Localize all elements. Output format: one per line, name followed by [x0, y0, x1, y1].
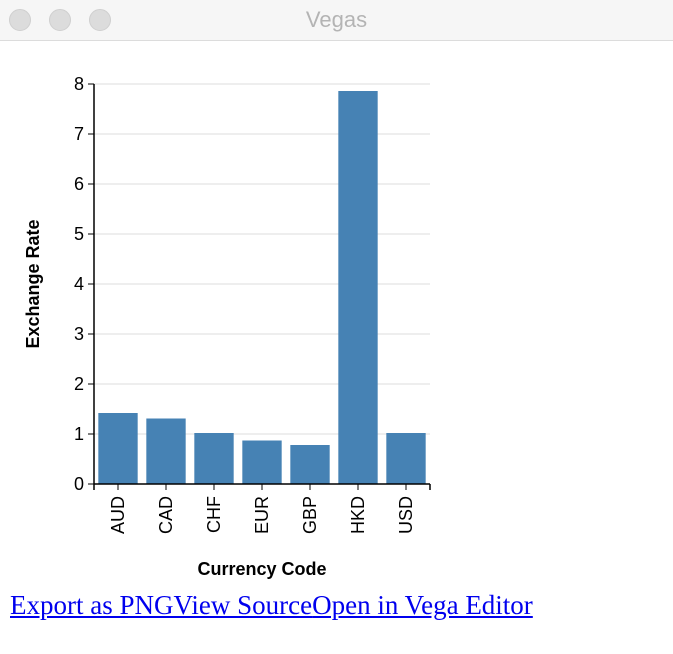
x-tick-label: GBP	[300, 496, 320, 534]
y-tick-label: 5	[74, 224, 84, 244]
x-tick-label: AUD	[108, 496, 128, 534]
bar-gbp	[290, 445, 330, 484]
bar-chf	[194, 433, 234, 484]
y-tick-label: 3	[74, 324, 84, 344]
x-tick-label: CAD	[156, 496, 176, 534]
grid-lines	[94, 83, 430, 435]
bar-usd	[386, 433, 426, 484]
x-tick-label: EUR	[252, 496, 272, 534]
y-tick-label: 1	[74, 424, 84, 444]
bar-eur	[242, 440, 282, 484]
close-window-button[interactable]	[9, 9, 31, 31]
bar-cad	[146, 418, 186, 484]
zoom-window-button[interactable]	[89, 9, 111, 31]
open-vega-editor-link[interactable]: Open in Vega Editor	[312, 590, 533, 620]
window-title: Vegas	[305, 7, 368, 32]
title-bar: Vegas	[0, 0, 673, 41]
y-tick-label: 4	[74, 274, 84, 294]
export-png-link[interactable]: Export as PNG	[10, 590, 174, 620]
y-tick-label: 6	[74, 174, 84, 194]
bar-chart: 0 1 2 3 4 5 6 7 8 AUD CAD CHF EUR GBP HKD USD Exchange …	[23, 74, 431, 579]
x-tick-label: HKD	[348, 496, 368, 534]
minimize-window-button[interactable]	[49, 9, 71, 31]
x-tick-label: CHF	[204, 496, 224, 533]
axes: 0 1 2 3 4 5 6 7 8 AUD CAD CHF EUR GBP HKD USD	[74, 74, 431, 534]
bar-aud	[98, 413, 138, 484]
y-tick-label: 7	[74, 124, 84, 144]
y-axis-title: Exchange Rate	[23, 219, 43, 348]
y-tick-label: 8	[74, 74, 84, 94]
y-tick-label: 0	[74, 474, 84, 494]
x-tick-label: USD	[396, 496, 416, 534]
x-axis-title: Currency Code	[197, 559, 326, 579]
view-source-link[interactable]: View Source	[173, 590, 313, 620]
bar-hkd	[338, 91, 378, 484]
action-links: Export as PNGView SourceOpen in Vega Edi…	[10, 590, 533, 621]
bars	[98, 91, 426, 484]
y-tick-label: 2	[74, 374, 84, 394]
